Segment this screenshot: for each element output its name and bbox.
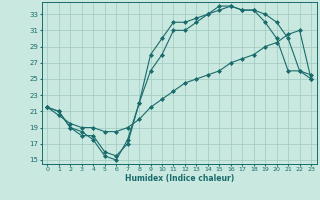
X-axis label: Humidex (Indice chaleur): Humidex (Indice chaleur) bbox=[124, 174, 234, 183]
